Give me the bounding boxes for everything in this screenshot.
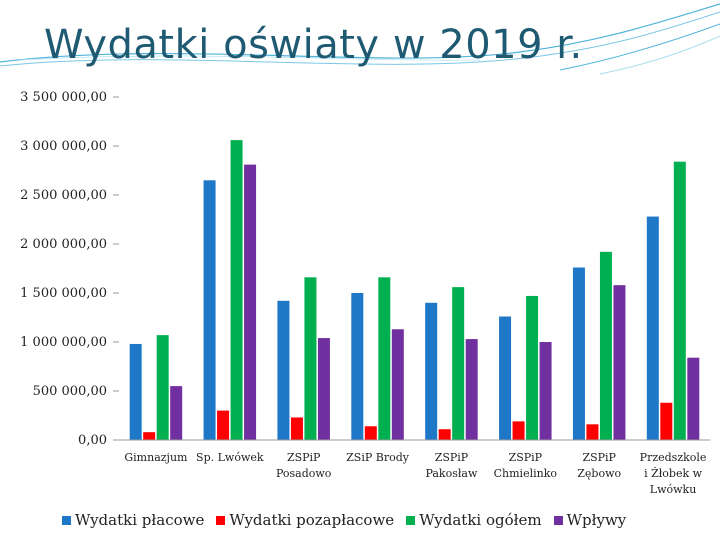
bars	[129, 140, 700, 441]
y-axis-ticks: 0,00 500 000,00 1 000 000,00 1 500 000,00 2 …	[20, 90, 119, 448]
chart-legend: Wydatki płacowe Wydatki pozapłacowe Wydatk…	[62, 509, 626, 531]
bar-wydatki-pozapłacowe-1	[217, 410, 230, 440]
bar-wpływy-2	[317, 338, 330, 440]
y-tick-label: 1 500 000,00	[20, 286, 107, 301]
bar-wydatki-ogółem-6	[599, 251, 612, 440]
bar-wydatki-płacowe-1	[203, 180, 216, 441]
bar-wydatki-ogółem-1	[230, 140, 243, 440]
legend-item: Wydatki ogółem	[406, 511, 542, 529]
accent-swoosh-line	[0, 11, 720, 67]
bar-wydatki-pozapłacowe-3	[364, 426, 377, 440]
bar-wydatki-ogółem-5	[526, 295, 539, 440]
bar-wydatki-ogółem-7	[673, 161, 686, 440]
bar-wpływy-3	[391, 329, 404, 440]
bar-wydatki-płacowe-5	[499, 316, 512, 440]
accent-swoosh-line	[599, 35, 720, 75]
bar-wydatki-pozapłacowe-0	[143, 432, 156, 440]
bar-wydatki-płacowe-2	[277, 300, 290, 440]
x-tick-label: ZSPiP Posadowo	[276, 451, 332, 480]
y-tick-label: 1 000 000,00	[20, 335, 107, 350]
bar-wydatki-pozapłacowe-5	[512, 421, 525, 440]
x-tick-label: ZSiP Brody	[346, 451, 410, 464]
legend-swatch	[553, 515, 563, 525]
legend-swatch	[406, 515, 416, 525]
legend-item: Wydatki pozapłacowe	[216, 511, 394, 529]
bar-wydatki-pozapłacowe-2	[290, 417, 303, 440]
bar-wydatki-ogółem-3	[378, 277, 391, 440]
bar-wydatki-płacowe-3	[351, 293, 364, 440]
bar-wpływy-1	[244, 164, 257, 440]
legend-label: Wydatki ogółem	[419, 511, 542, 529]
bar-wydatki-płacowe-0	[129, 343, 142, 440]
bar-wpływy-5	[539, 342, 552, 440]
slide-title: Wydatki oświaty w 2019 r.	[44, 22, 583, 68]
accent-swoosh-line	[0, 3, 720, 63]
bar-wydatki-płacowe-7	[646, 216, 659, 440]
y-tick-label: 2 500 000,00	[20, 188, 107, 203]
legend-label: Wydatki płacowe	[75, 511, 205, 529]
x-tick-label: Sp. Lwówek	[196, 451, 264, 464]
legend-swatch	[62, 515, 71, 525]
accent-swoosh-line	[559, 23, 720, 71]
y-tick-label: 0,00	[78, 433, 107, 448]
y-tick-label: 500 000,00	[33, 384, 107, 399]
legend-item: Wydatki płacowe	[62, 511, 204, 529]
legend-swatch	[216, 515, 226, 525]
bar-wydatki-pozapłacowe-7	[660, 402, 673, 440]
y-tick-label: 2 000 000,00	[20, 237, 107, 252]
bar-wpływy-0	[170, 386, 183, 440]
accent-swoosh-line	[19, 55, 481, 61]
bar-wpływy-7	[687, 357, 700, 440]
bar-wydatki-ogółem-4	[452, 287, 465, 440]
bar-wydatki-płacowe-4	[425, 302, 438, 440]
bar-wydatki-płacowe-6	[572, 267, 585, 440]
bar-wpływy-6	[613, 285, 626, 440]
legend-label: Wpływy	[566, 511, 627, 529]
bar-chart: 0,00 500 000,00 1 000 000,00 1 500 000,00 2 …	[20, 90, 710, 496]
bar-wpływy-4	[465, 339, 478, 440]
y-tick-label: 3 000 000,00	[20, 139, 107, 154]
x-axis-labels: Gimnazjum Sp. Lwówek ZSPiP Posadowo ZSiP Bro…	[124, 451, 706, 496]
bar-wydatki-ogółem-2	[304, 277, 317, 440]
x-tick-label: Gimnazjum	[124, 451, 188, 464]
legend-item: Wpływy	[553, 511, 627, 529]
y-tick-label: 3 500 000,00	[20, 90, 107, 105]
x-tick-label: Przedszkole i Żłobek w Lwówku	[640, 451, 707, 496]
x-tick-label: ZSPiP Pakosław	[425, 451, 478, 480]
legend-label: Wydatki pozapłacowe	[229, 511, 395, 529]
x-tick-label: ZSPiP Chmielinko	[494, 451, 558, 480]
x-tick-label: ZSPiP Zębowo	[577, 451, 621, 480]
bar-wydatki-pozapłacowe-4	[438, 429, 451, 440]
bar-wydatki-pozapłacowe-6	[586, 424, 599, 440]
bar-wydatki-ogółem-0	[156, 335, 169, 440]
